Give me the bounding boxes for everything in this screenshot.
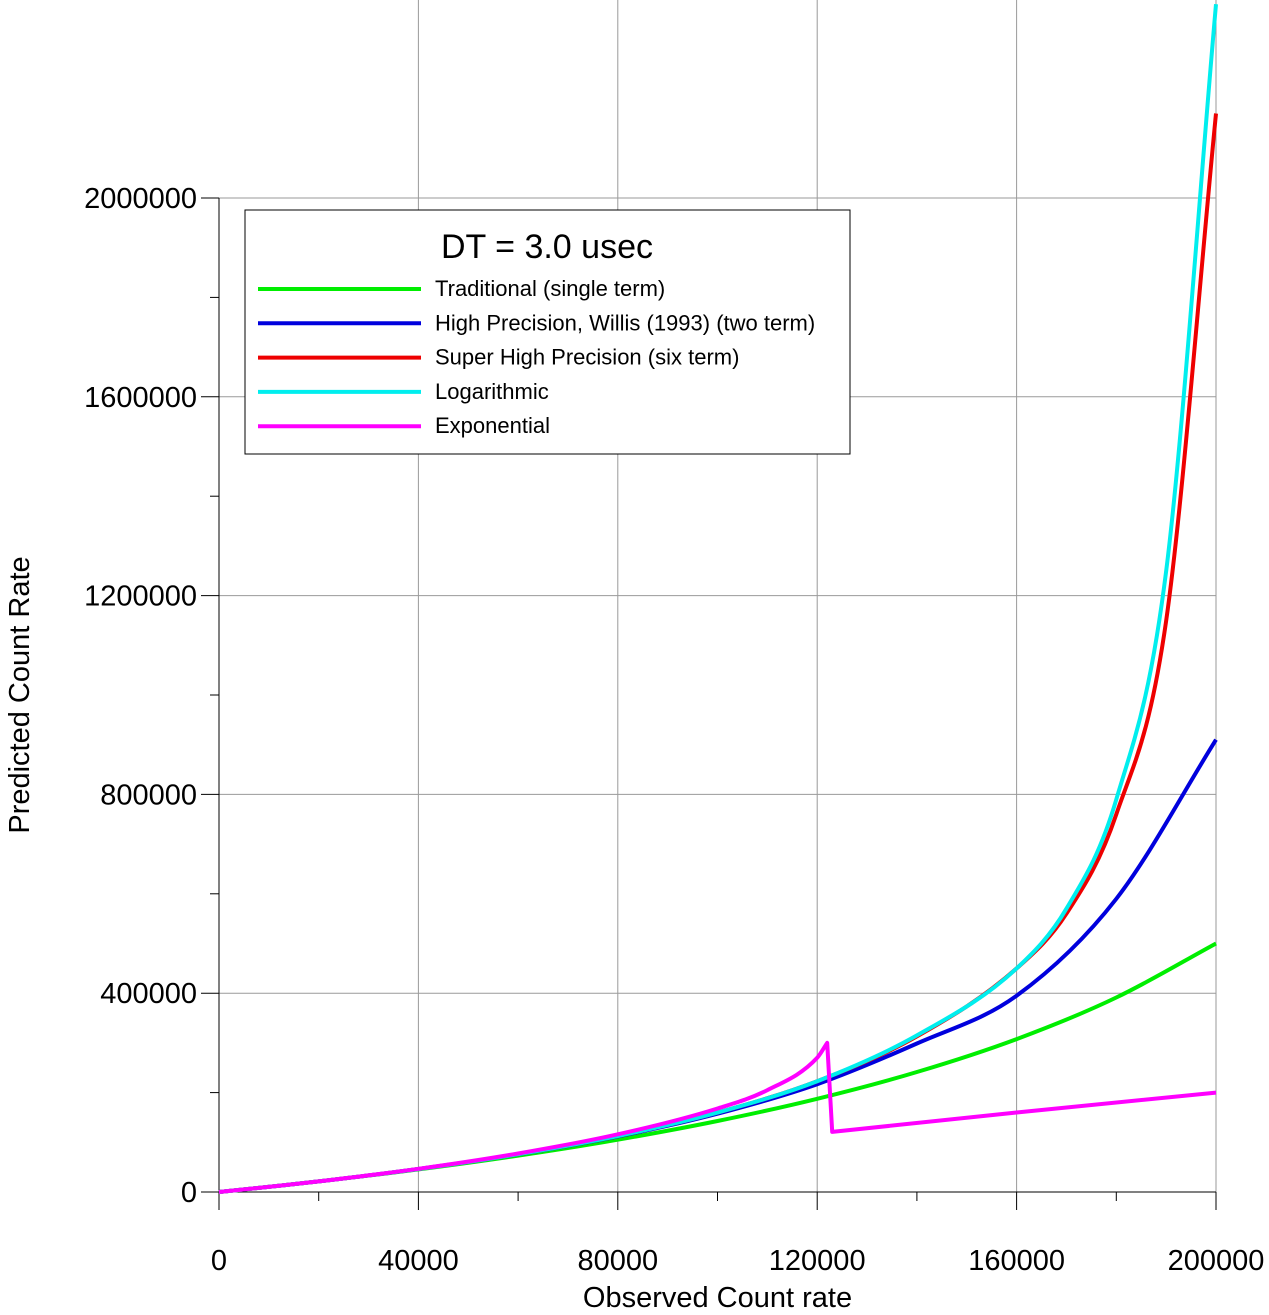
legend-label: Super High Precision (six term)	[435, 345, 739, 370]
series-line-2	[218, 738, 1218, 1194]
series-line-4	[218, 4, 1218, 1194]
legend-label: Logarithmic	[435, 379, 549, 404]
legend-label: Exponential	[435, 413, 550, 438]
x-tick-label: 80000	[577, 1245, 658, 1277]
x-axis-title: Observed Count rate	[583, 1282, 852, 1314]
y-tick-label: 0	[181, 1177, 197, 1209]
legend-label: Traditional (single term)	[435, 276, 665, 301]
y-tick-label: 2000000	[84, 183, 197, 215]
legend-box	[244, 209, 851, 455]
grid	[219, 0, 1217, 1192]
series-line-1	[218, 941, 1217, 1194]
x-tick-label: 40000	[378, 1245, 459, 1277]
legend-label: High Precision, Willis (1993) (two term)	[435, 310, 815, 335]
x-tick-label: 160000	[968, 1245, 1065, 1277]
y-tick-label: 800000	[100, 779, 197, 811]
legend-title: DT = 3.0 usec	[441, 228, 653, 266]
axes: 0 40000 80000 120000 160000 20000004000008000…	[84, 183, 1264, 1277]
y-tick-label: 1200000	[84, 581, 197, 613]
series-line-5	[218, 1040, 1217, 1194]
x-tick-label: 120000	[769, 1245, 866, 1277]
y-tick-label: 400000	[100, 978, 197, 1010]
x-tick-label: 0	[211, 1245, 227, 1277]
x-tick-label: 200000	[1168, 1245, 1265, 1277]
series-layer	[218, 4, 1218, 1194]
y-axis-title: Predicted Count Rate	[4, 556, 36, 833]
y-tick-label: 1600000	[84, 382, 197, 414]
legend: DT = 3.0 usec Traditional (single term) Hi…	[244, 209, 851, 455]
